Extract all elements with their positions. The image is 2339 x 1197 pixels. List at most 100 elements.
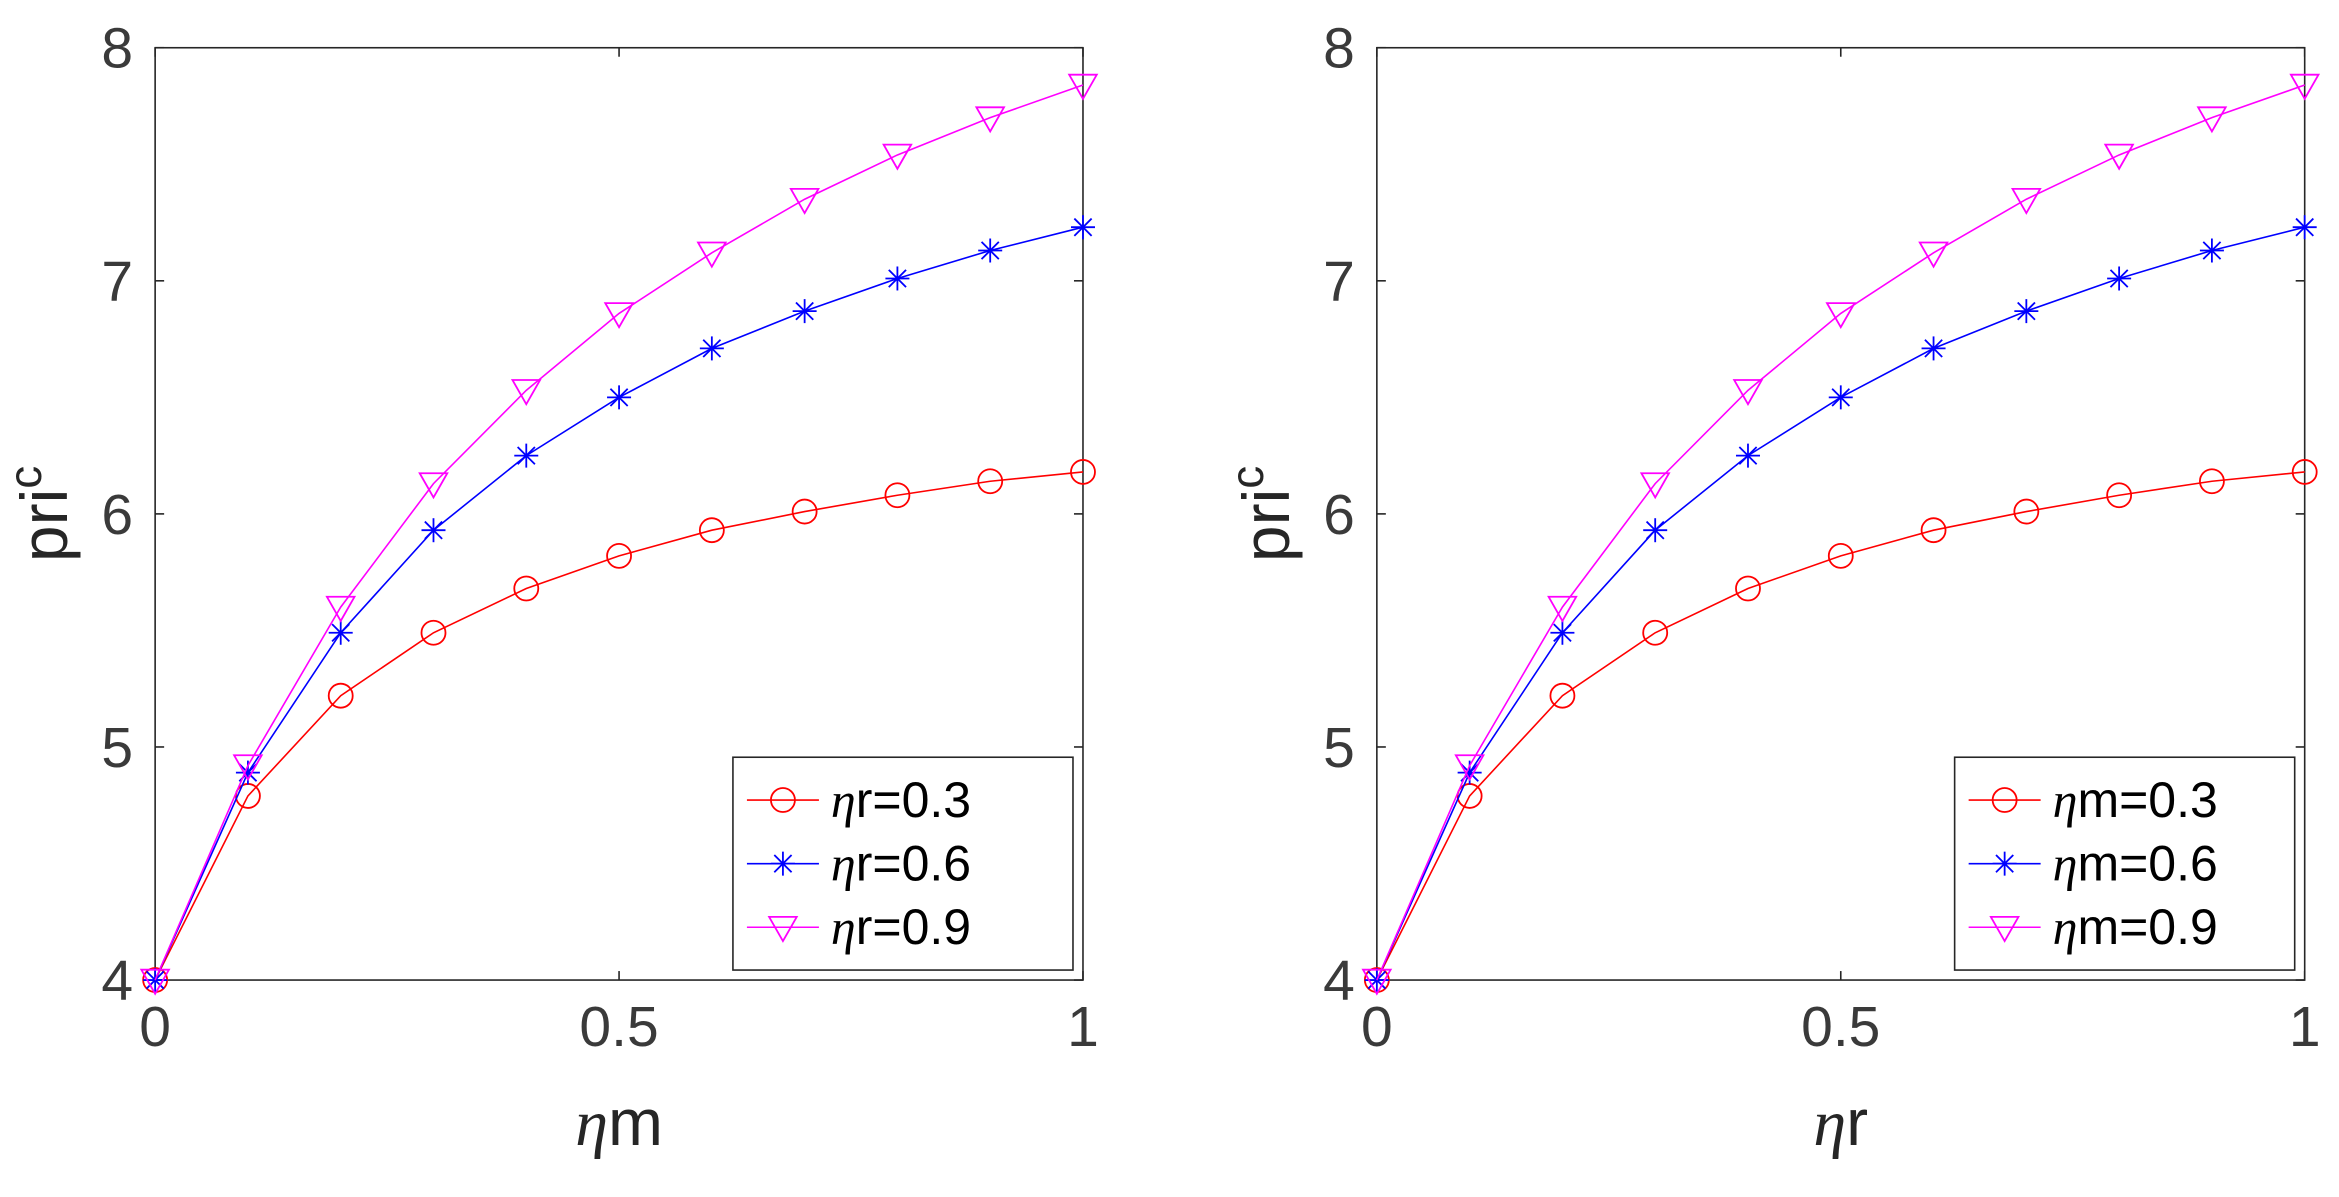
asterisk-stroke — [2202, 241, 2222, 260]
legend-label-symbol: η — [831, 899, 856, 955]
legend-label-symbol: η — [2053, 899, 2078, 955]
data-point — [420, 619, 447, 646]
y-tick-label: 4 — [1323, 949, 1355, 1013]
legend-label: ηm=0.6 — [2053, 836, 2218, 892]
data-point — [978, 238, 1003, 263]
data-point — [2196, 106, 2228, 134]
data-point — [1454, 754, 1485, 782]
data-point — [1070, 459, 1096, 485]
legend-item: ηm=0.3 — [1968, 772, 2218, 828]
data-point — [603, 302, 635, 330]
legend: ηm=0.3ηm=0.6ηm=0.9 — [1953, 756, 2296, 971]
asterisk-stroke — [773, 854, 793, 873]
data-point — [1361, 968, 1393, 996]
data-point — [792, 299, 817, 324]
legend-label: ηr=0.6 — [831, 836, 971, 892]
asterisk-stroke — [2109, 269, 2129, 288]
data-point — [974, 106, 1006, 134]
data-point — [977, 468, 1004, 495]
data-point — [2107, 266, 2132, 291]
data-point — [1067, 73, 1099, 101]
legend-label-text: m=0.9 — [2077, 899, 2217, 955]
data-point — [139, 968, 171, 996]
legend-label-text: r=0.3 — [856, 772, 971, 828]
data-point — [1735, 575, 1761, 602]
data-point — [1643, 518, 1668, 543]
y-axis-label-base: pri — [1229, 489, 1303, 562]
x-tick-label: 0.5 — [579, 995, 658, 1059]
data-point — [1735, 443, 1760, 468]
series-line — [1376, 84, 2305, 981]
data-point — [885, 266, 910, 291]
data-point — [1549, 682, 1576, 709]
legend-label-text: r=0.9 — [856, 899, 971, 955]
y-tick-label: 7 — [101, 250, 133, 314]
asterisk-stroke — [980, 241, 1000, 260]
y-axis-label: pric — [0, 466, 81, 562]
data-point — [791, 498, 818, 525]
legend-marker — [1992, 851, 2017, 876]
data-point — [789, 187, 820, 215]
legend: ηr=0.3ηr=0.6ηr=0.9 — [732, 756, 1074, 971]
asterisk-stroke — [1995, 854, 2014, 873]
asterisk-stroke — [1924, 339, 1943, 358]
asterisk-stroke — [795, 301, 814, 321]
data-point — [606, 542, 632, 569]
data-point — [607, 385, 632, 410]
legend-item: ηm=0.6 — [1968, 836, 2218, 892]
y-axis-label-superscript: c — [1221, 466, 1273, 489]
legend-marker — [1991, 787, 2018, 813]
data-point — [325, 595, 357, 623]
data-point — [1070, 215, 1095, 240]
y-axis-label-base: pri — [7, 489, 81, 562]
legend-marker — [767, 915, 799, 943]
legend-label: ηm=0.3 — [2053, 772, 2218, 828]
y-tick-label: 6 — [1323, 483, 1355, 547]
legend-item: ηm=0.9 — [1968, 899, 2218, 955]
asterisk-stroke — [2017, 301, 2036, 321]
data-point — [2292, 215, 2317, 240]
data-point — [2013, 498, 2040, 525]
legend-label: ηr=0.3 — [831, 772, 971, 828]
x-axis-label: ηm — [575, 1085, 663, 1160]
data-point — [884, 482, 911, 509]
data-point — [699, 336, 724, 361]
data-point — [2103, 143, 2135, 171]
asterisk-stroke — [145, 970, 165, 990]
x-tick-label: 1 — [1067, 995, 1099, 1059]
asterisk-stroke — [424, 520, 443, 540]
y-tick-label: 5 — [1323, 716, 1355, 780]
data-point — [418, 472, 449, 500]
x-axis-label-symbol: η — [1813, 1087, 1846, 1160]
data-point — [1642, 619, 1669, 646]
series-line — [154, 84, 1084, 981]
y-tick-label: 5 — [101, 716, 133, 780]
legend-label-symbol: η — [2053, 836, 2078, 892]
data-point — [421, 518, 446, 543]
data-point — [1732, 379, 1764, 406]
data-point — [513, 575, 540, 602]
asterisk-stroke — [1645, 520, 1665, 540]
legend-label: ηr=0.9 — [831, 899, 971, 955]
data-point — [696, 241, 728, 269]
legend-item: ηr=0.3 — [746, 772, 971, 828]
legend-label-text: m=0.3 — [2077, 772, 2217, 828]
data-point — [2291, 459, 2318, 485]
data-point — [2010, 187, 2042, 215]
series-line — [1376, 471, 2305, 981]
legend-label-symbol: η — [2053, 772, 2078, 828]
asterisk-stroke — [609, 388, 629, 407]
data-point — [2014, 299, 2039, 324]
y-tick-label: 6 — [101, 483, 133, 547]
data-point — [1920, 517, 1947, 544]
data-point — [1547, 595, 1578, 623]
data-point — [882, 143, 913, 171]
x-tick-label: 1 — [2289, 995, 2321, 1059]
asterisk-stroke — [1831, 388, 1851, 407]
legend-label-symbol: η — [831, 772, 856, 828]
legend-label-symbol: η — [831, 836, 856, 892]
x-axis-label: ηr — [1813, 1085, 1868, 1160]
series-3 — [139, 73, 1099, 996]
